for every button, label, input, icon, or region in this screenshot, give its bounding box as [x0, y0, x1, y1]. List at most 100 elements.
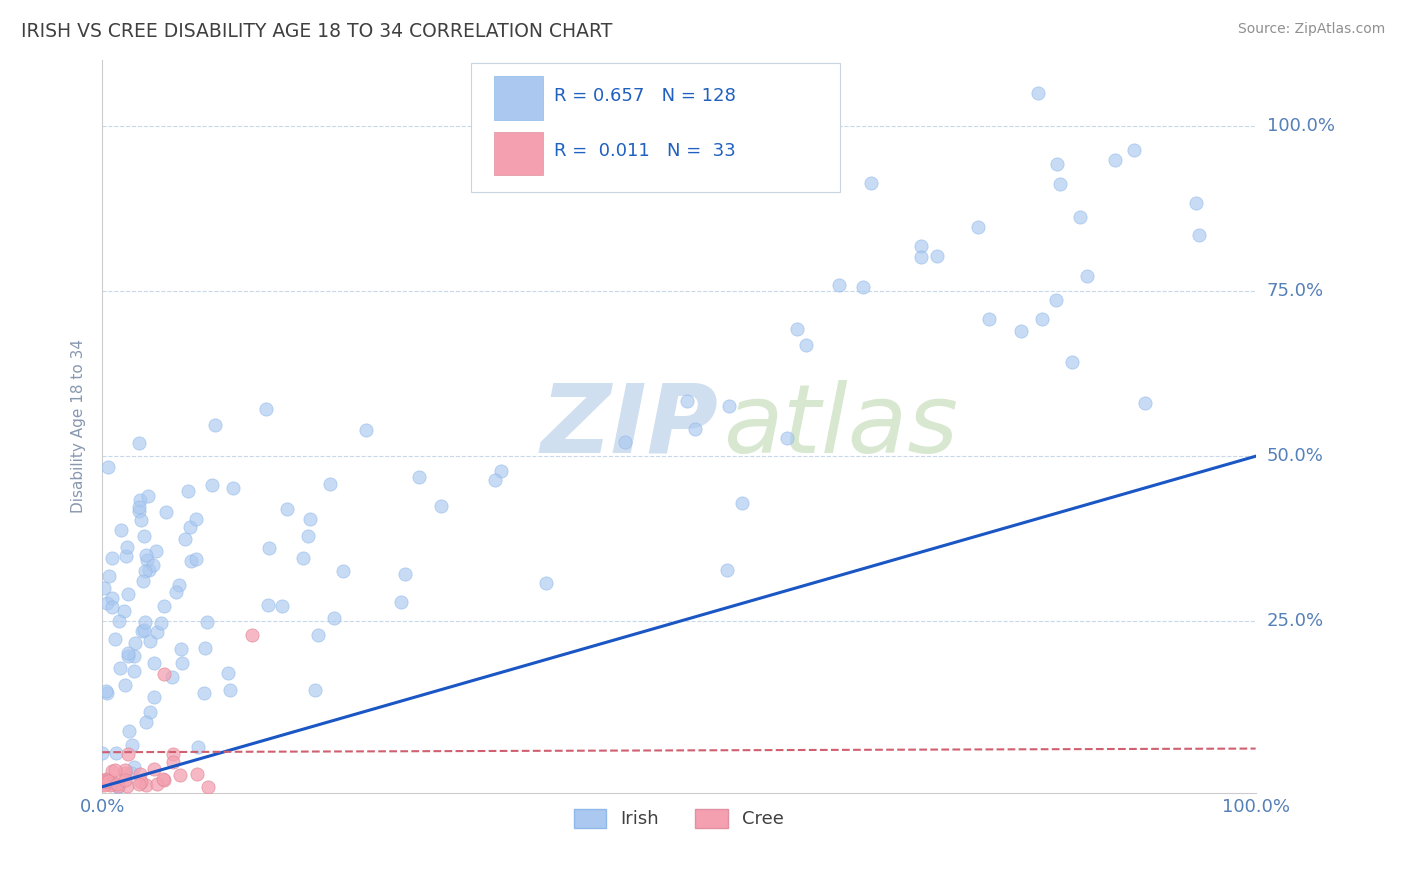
Point	[1062, 355, 1084, 369]
Point	[222, 481, 245, 495]
Point	[114, 764, 136, 778]
Point	[257, 598, 280, 612]
Point	[135, 778, 157, 792]
Point	[676, 393, 699, 408]
Point	[1133, 396, 1156, 410]
Point	[218, 683, 240, 698]
Point	[776, 431, 799, 445]
Text: Source: ZipAtlas.com: Source: ZipAtlas.com	[1237, 22, 1385, 37]
Point	[136, 489, 159, 503]
Point	[101, 599, 124, 614]
Point	[177, 483, 200, 498]
FancyBboxPatch shape	[495, 77, 543, 120]
Point	[271, 599, 294, 614]
Point	[323, 610, 346, 624]
Point	[131, 624, 153, 639]
Point	[217, 665, 239, 680]
Point	[98, 777, 121, 791]
Point	[118, 724, 141, 739]
Point	[117, 649, 139, 664]
Point	[967, 220, 990, 235]
Point	[162, 747, 184, 761]
Text: 75.0%: 75.0%	[1267, 282, 1324, 300]
Point	[129, 766, 152, 780]
Point	[114, 549, 136, 563]
Point	[160, 670, 183, 684]
Point	[97, 569, 120, 583]
Point	[93, 777, 115, 791]
Point	[122, 760, 145, 774]
Point	[129, 775, 152, 789]
Point	[128, 436, 150, 450]
Point	[104, 632, 127, 646]
Point	[107, 780, 129, 794]
Point	[197, 780, 219, 794]
Point	[114, 766, 136, 780]
Point	[155, 505, 177, 519]
Legend: Irish, Cree: Irish, Cree	[567, 802, 792, 836]
Point	[852, 280, 875, 294]
Point	[204, 417, 226, 432]
Text: 100.0%: 100.0%	[1267, 117, 1334, 135]
Point	[187, 739, 209, 754]
Point	[101, 551, 124, 566]
Point	[114, 678, 136, 692]
Point	[115, 540, 138, 554]
Point	[1010, 325, 1032, 339]
Point	[683, 422, 706, 436]
Point	[484, 473, 506, 487]
Point	[170, 656, 193, 670]
Point	[94, 684, 117, 698]
Point	[112, 604, 135, 618]
Point	[110, 661, 132, 675]
Point	[201, 477, 224, 491]
Point	[614, 435, 637, 450]
Point	[1045, 293, 1067, 307]
Point	[536, 576, 558, 591]
Text: 25.0%: 25.0%	[1267, 613, 1324, 631]
Point	[254, 401, 277, 416]
Point	[240, 628, 263, 642]
Point	[91, 746, 114, 760]
Point	[1031, 311, 1053, 326]
Point	[117, 747, 139, 761]
Point	[142, 656, 165, 670]
Point	[124, 636, 146, 650]
Point	[132, 529, 155, 543]
Point	[170, 641, 193, 656]
Y-axis label: Disability Age 18 to 34: Disability Age 18 to 34	[72, 340, 86, 514]
Point	[1045, 157, 1067, 171]
Point	[91, 774, 114, 789]
Point	[128, 504, 150, 518]
Point	[165, 585, 187, 599]
Point	[186, 766, 208, 780]
Point	[179, 519, 201, 533]
Point	[394, 566, 416, 581]
Point	[107, 779, 129, 793]
Point	[105, 776, 128, 790]
Point	[153, 772, 176, 787]
Point	[128, 500, 150, 514]
Point	[1187, 228, 1209, 243]
Point	[162, 756, 184, 770]
Point	[1104, 153, 1126, 168]
Point	[100, 778, 122, 792]
Point	[332, 564, 354, 578]
Point	[194, 641, 217, 656]
Point	[115, 780, 138, 794]
Point	[318, 477, 340, 491]
Point	[135, 715, 157, 730]
Point	[120, 766, 142, 780]
Point	[128, 776, 150, 790]
Point	[828, 277, 851, 292]
Point	[153, 599, 176, 613]
Point	[145, 777, 167, 791]
Point	[389, 595, 412, 609]
Point	[121, 738, 143, 752]
Point	[93, 778, 115, 792]
Point	[718, 399, 741, 413]
Point	[103, 776, 125, 790]
Point	[139, 633, 162, 648]
Point	[1026, 86, 1049, 100]
Point	[1076, 268, 1098, 283]
